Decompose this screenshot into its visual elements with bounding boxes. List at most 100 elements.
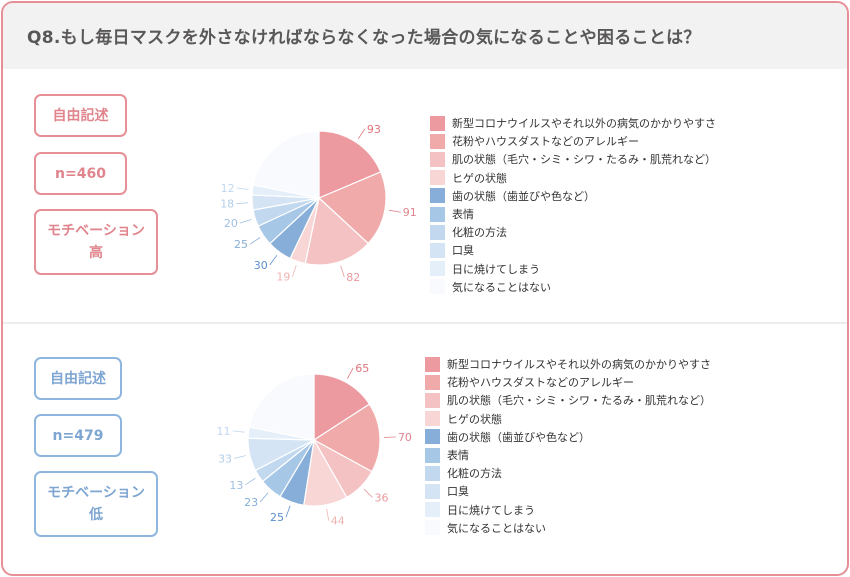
label-leader-line	[347, 367, 354, 379]
legend-swatch	[430, 224, 445, 240]
tag-sample-size: n=460	[34, 152, 127, 195]
slice-value-label: 93	[367, 123, 381, 136]
pie-slice	[252, 130, 320, 199]
legend-swatch	[425, 447, 440, 463]
legend-label: 気になることはない	[447, 521, 546, 535]
legend-swatch	[430, 170, 445, 186]
pie-slice	[304, 196, 370, 266]
legend-label: 口臭	[452, 244, 474, 258]
label-leader-line	[236, 202, 249, 205]
slice-value-label: 33	[218, 452, 232, 465]
legend-item: 新型コロナウイルスやそれ以外の病気のかかりやすさ	[425, 356, 711, 372]
legend-item: 歯の状態（歯並びや色など）	[425, 429, 590, 445]
label-leader-line	[285, 505, 291, 518]
legend-item: 口臭	[425, 483, 469, 499]
legend-label: 日に焼けてしまう	[447, 503, 535, 517]
legend-label: 肌の状態（毛穴・シミ・シワ・たるみ・肌荒れなど）	[452, 153, 716, 167]
legend-label: 花粉やハウスダストなどのアレルギー	[452, 135, 639, 149]
legend-label: 新型コロナウイルスやそれ以外の病気のかかりやすさ	[447, 358, 711, 371]
pie-slice	[313, 373, 371, 442]
legend-swatch	[430, 206, 445, 222]
legend-swatch	[425, 356, 440, 372]
legend-swatch	[430, 242, 445, 258]
legend-swatch	[430, 151, 445, 167]
slice-value-label: 18	[220, 198, 234, 211]
legend-swatch	[430, 115, 445, 131]
pie-slice	[318, 130, 382, 199]
legend-swatch	[425, 502, 440, 518]
legend-item: 化粧の方法	[430, 224, 507, 240]
legend-swatch	[425, 465, 440, 481]
legend-label: ヒゲの状態	[452, 171, 507, 185]
label-leader-line	[326, 508, 330, 521]
legend-label: 化粧の方法	[452, 226, 507, 240]
legend-label: 新型コロナウイルスやそれ以外の病気のかかりやすさ	[452, 117, 716, 130]
legend-item: 歯の状態（歯並びや色など）	[430, 188, 595, 204]
legend-item: 日に焼けてしまう	[425, 502, 535, 518]
legend-label: 日に焼けてしまう	[452, 262, 540, 276]
label-leader-line	[239, 219, 252, 224]
legend-label: 口臭	[447, 485, 469, 499]
tag-free-text: 自由記述	[34, 94, 127, 137]
legend-item: 化粧の方法	[425, 465, 502, 481]
tag-motivation: モチベーション 低	[34, 471, 158, 537]
legend-item: 表情	[430, 206, 474, 222]
slice-value-label: 30	[254, 259, 268, 272]
legend-item: 気になることはない	[425, 520, 546, 536]
slice-value-label: 65	[355, 362, 369, 375]
legend-item: 口臭	[430, 242, 474, 258]
legend-item: ヒゲの状態	[430, 170, 507, 186]
legend-swatch	[425, 520, 440, 536]
question-title: Q8.もし毎日マスクを外さなければならなくなった場合の気になることや困ることは？	[27, 28, 701, 48]
legend-label: ヒゲの状態	[447, 412, 502, 426]
legend-swatch	[425, 429, 440, 445]
legend-swatch	[430, 261, 445, 277]
slice-value-label: 70	[398, 431, 412, 444]
legend-swatch	[425, 483, 440, 499]
label-leader-line	[233, 455, 246, 459]
legend-label: 花粉やハウスダストなどのアレルギー	[447, 376, 634, 390]
legend-item: ヒゲの状態	[425, 411, 502, 427]
label-leader-line	[232, 430, 245, 433]
pie-slice	[317, 171, 387, 245]
label-leader-line	[269, 254, 278, 266]
slice-value-label: 44	[331, 515, 345, 528]
tag-motivation: モチベーション 高	[34, 209, 158, 275]
legend-label: 歯の状態（歯並びや色など）	[447, 430, 590, 444]
legend-label: 化粧の方法	[447, 467, 502, 481]
legend-label: 気になることはない	[452, 280, 551, 294]
slice-value-label: 25	[270, 511, 284, 524]
slice-value-label: 11	[217, 425, 231, 438]
question-header: Q8.もし毎日マスクを外さなければならなくなった場合の気になることや困ることは？	[3, 3, 847, 69]
legend-item: 肌の状態（毛穴・シミ・シワ・たるみ・肌荒れなど）	[425, 392, 711, 408]
slice-value-label: 19	[276, 271, 290, 284]
label-leader-line	[363, 488, 373, 498]
legend-label: 歯の状態（歯並びや色など）	[452, 189, 595, 203]
label-leader-line	[292, 265, 297, 277]
legend-item: 花粉やハウスダストなどのアレルギー	[425, 374, 634, 390]
label-leader-line	[236, 187, 249, 190]
slice-value-label: 20	[224, 217, 238, 230]
legend-item: 花粉やハウスダストなどのアレルギー	[430, 133, 639, 149]
legend-label: 表情	[447, 449, 469, 462]
legend-item: 表情	[425, 447, 469, 463]
label-leader-line	[259, 492, 269, 503]
legend-swatch	[425, 392, 440, 408]
label-leader-line	[340, 265, 345, 278]
tag-free-text: 自由記述	[34, 357, 122, 400]
pie-slice	[248, 373, 315, 441]
slice-value-label: 12	[221, 182, 235, 195]
slice-value-label: 25	[234, 238, 248, 251]
label-leader-line	[249, 237, 261, 245]
section-divider	[3, 322, 847, 324]
legend-item: 肌の状態（毛穴・シミ・シワ・たるみ・肌荒れなど）	[430, 151, 716, 167]
legend-swatch	[430, 133, 445, 149]
legend-item: 気になることはない	[430, 279, 551, 295]
slice-value-label: 91	[403, 206, 417, 219]
label-leader-line	[357, 128, 366, 140]
label-leader-line	[245, 477, 256, 486]
tag-sample-size: n=479	[34, 414, 122, 457]
legend-label: 表情	[452, 208, 474, 221]
slice-value-label: 23	[244, 496, 258, 509]
